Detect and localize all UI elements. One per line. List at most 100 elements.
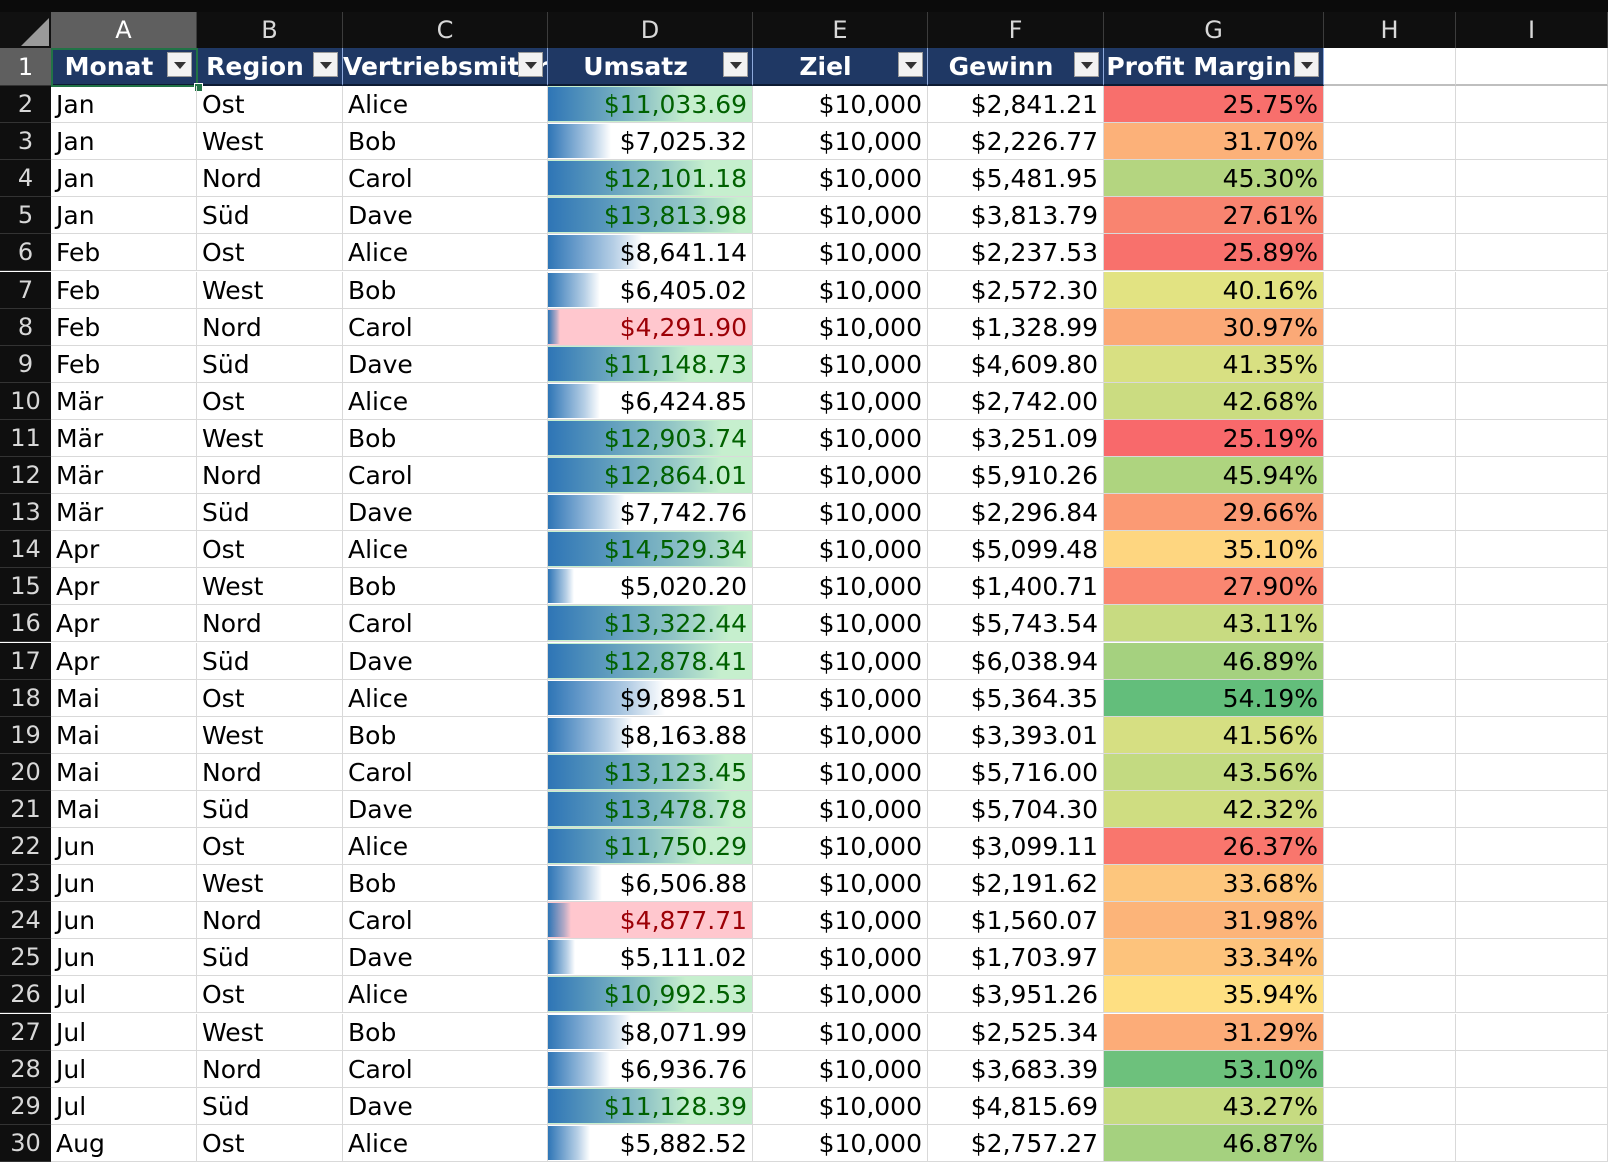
row-header[interactable]: 4 — [0, 160, 51, 198]
cell-rep[interactable]: Alice — [343, 382, 548, 420]
cell-month[interactable]: Feb — [51, 345, 197, 383]
cell-margin[interactable]: 35.10% — [1104, 531, 1324, 569]
cell-month[interactable]: Apr — [51, 605, 197, 643]
empty-cell[interactable] — [1456, 939, 1608, 977]
empty-cell[interactable] — [1456, 271, 1608, 309]
cell-profit[interactable]: $5,716.00 — [928, 753, 1104, 791]
cell-sales[interactable]: $8,163.88 — [548, 716, 753, 754]
cell-target[interactable]: $10,000 — [753, 531, 928, 569]
cell-margin[interactable]: 43.27% — [1104, 1087, 1324, 1125]
cell-month[interactable]: Jul — [51, 1013, 197, 1051]
cell-rep[interactable]: Carol — [343, 160, 548, 198]
cell-sales[interactable]: $6,506.88 — [548, 865, 753, 903]
cell-margin[interactable]: 46.87% — [1104, 1124, 1324, 1162]
header-cell-region[interactable]: Region — [197, 48, 343, 86]
cell-rep[interactable]: Bob — [343, 1013, 548, 1051]
cell-rep[interactable]: Carol — [343, 605, 548, 643]
cell-target[interactable]: $10,000 — [753, 457, 928, 495]
cell-target[interactable]: $10,000 — [753, 828, 928, 866]
cell-margin[interactable]: 35.94% — [1104, 976, 1324, 1014]
empty-cell[interactable] — [1324, 753, 1456, 791]
empty-cell[interactable] — [1456, 1050, 1608, 1088]
cell-rep[interactable]: Alice — [343, 1124, 548, 1162]
cell-region[interactable]: Süd — [197, 197, 343, 235]
cell-profit[interactable]: $2,757.27 — [928, 1124, 1104, 1162]
cell-month[interactable]: Feb — [51, 234, 197, 272]
cell-sales[interactable]: $13,813.98 — [548, 197, 753, 235]
row-header[interactable]: 15 — [0, 568, 51, 606]
cell-profit[interactable]: $2,191.62 — [928, 865, 1104, 903]
cell-rep[interactable]: Carol — [343, 753, 548, 791]
filter-dropdown-icon[interactable] — [1074, 52, 1099, 77]
cell-month[interactable]: Apr — [51, 531, 197, 569]
row-header[interactable]: 24 — [0, 902, 51, 940]
cell-month[interactable]: Jan — [51, 86, 197, 124]
cell-margin[interactable]: 31.70% — [1104, 123, 1324, 161]
row-header[interactable]: 13 — [0, 494, 51, 532]
cell-rep[interactable]: Bob — [343, 865, 548, 903]
cell-profit[interactable]: $3,393.01 — [928, 716, 1104, 754]
empty-cell[interactable] — [1456, 605, 1608, 643]
filter-dropdown-icon[interactable] — [313, 52, 338, 77]
cell-month[interactable]: Jul — [51, 1050, 197, 1088]
row-header[interactable]: 2 — [0, 86, 51, 124]
fill-handle[interactable] — [194, 83, 203, 92]
cell-sales[interactable]: $12,864.01 — [548, 457, 753, 495]
cell-sales[interactable]: $5,111.02 — [548, 939, 753, 977]
column-header-b[interactable]: B — [197, 12, 343, 48]
cell-margin[interactable]: 27.61% — [1104, 197, 1324, 235]
empty-cell[interactable] — [1456, 865, 1608, 903]
empty-cell[interactable] — [1324, 828, 1456, 866]
cell-rep[interactable]: Bob — [343, 716, 548, 754]
empty-cell[interactable] — [1324, 976, 1456, 1014]
cell-region[interactable]: Ost — [197, 679, 343, 717]
empty-cell[interactable] — [1456, 828, 1608, 866]
column-header-c[interactable]: C — [343, 12, 548, 48]
cell-region[interactable]: Nord — [197, 1050, 343, 1088]
empty-cell[interactable] — [1324, 716, 1456, 754]
empty-cell[interactable] — [1324, 271, 1456, 309]
cell-profit[interactable]: $4,609.80 — [928, 345, 1104, 383]
cell-rep[interactable]: Bob — [343, 419, 548, 457]
cell-region[interactable]: Süd — [197, 494, 343, 532]
cell-rep[interactable]: Alice — [343, 679, 548, 717]
cell-target[interactable]: $10,000 — [753, 160, 928, 198]
row-header[interactable]: 18 — [0, 679, 51, 717]
cell-month[interactable]: Mär — [51, 494, 197, 532]
cell-sales[interactable]: $13,322.44 — [548, 605, 753, 643]
cell-rep[interactable]: Dave — [343, 939, 548, 977]
cell-region[interactable]: West — [197, 271, 343, 309]
cell-region[interactable]: West — [197, 1013, 343, 1051]
cell-margin[interactable]: 40.16% — [1104, 271, 1324, 309]
cell-rep[interactable]: Alice — [343, 976, 548, 1014]
cell-month[interactable]: Mär — [51, 419, 197, 457]
cell-target[interactable]: $10,000 — [753, 234, 928, 272]
row-header[interactable]: 22 — [0, 828, 51, 866]
cell-margin[interactable]: 43.56% — [1104, 753, 1324, 791]
empty-cell[interactable] — [1324, 457, 1456, 495]
cell-target[interactable]: $10,000 — [753, 790, 928, 828]
cell-margin[interactable]: 46.89% — [1104, 642, 1324, 680]
cell-profit[interactable]: $2,237.53 — [928, 234, 1104, 272]
cell-profit[interactable]: $6,038.94 — [928, 642, 1104, 680]
row-header[interactable]: 21 — [0, 790, 51, 828]
cell-region[interactable]: Süd — [197, 642, 343, 680]
cell-rep[interactable]: Carol — [343, 457, 548, 495]
cell-sales[interactable]: $4,877.71 — [548, 902, 753, 940]
empty-cell[interactable] — [1324, 642, 1456, 680]
cell-month[interactable]: Mär — [51, 457, 197, 495]
empty-cell[interactable] — [1456, 679, 1608, 717]
empty-cell[interactable] — [1324, 568, 1456, 606]
cell-target[interactable]: $10,000 — [753, 716, 928, 754]
cell-month[interactable]: Apr — [51, 568, 197, 606]
cell-target[interactable]: $10,000 — [753, 902, 928, 940]
cell-profit[interactable]: $5,099.48 — [928, 531, 1104, 569]
cell-target[interactable]: $10,000 — [753, 605, 928, 643]
cell-sales[interactable]: $13,123.45 — [548, 753, 753, 791]
empty-cell[interactable] — [1456, 753, 1608, 791]
cell-region[interactable]: Süd — [197, 790, 343, 828]
empty-cell[interactable] — [1324, 308, 1456, 346]
cell-rep[interactable]: Bob — [343, 568, 548, 606]
empty-cell[interactable] — [1456, 976, 1608, 1014]
row-header[interactable]: 7 — [0, 271, 51, 309]
